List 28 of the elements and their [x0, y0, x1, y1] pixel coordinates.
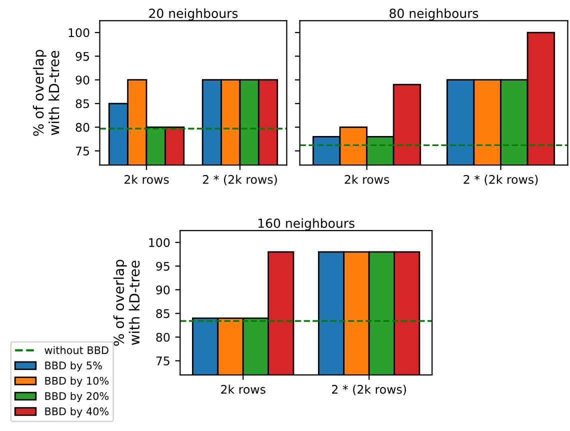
- y-tick-label: 85: [76, 99, 89, 108]
- y-tick-label: 100: [149, 238, 170, 248]
- x-tick-label: 2 * (2k rows): [202, 174, 277, 186]
- y-tick-label: 100: [68, 28, 90, 38]
- x-tick-label: 2 * (2k rows): [464, 174, 538, 186]
- legend-label: BBD by 5%: [45, 361, 102, 372]
- x-tick-label: 2k rows: [344, 174, 390, 184]
- y-tick-label: 95: [76, 52, 89, 61]
- y-tick-label: 75: [76, 146, 89, 156]
- x-tick-label: 2k rows: [221, 384, 266, 394]
- legend-label: BBD by 10%: [45, 376, 109, 387]
- y-axis-title: % of overlap with kD-tree: [32, 50, 60, 136]
- x-tick-label: 2k rows: [124, 174, 169, 184]
- legend-label: BBD by 40%: [45, 407, 109, 418]
- y-axis-title: % of overlap with kD-tree: [113, 260, 140, 346]
- chart-title: 160 neighbours: [258, 218, 354, 230]
- y-tick-label: 80: [156, 332, 170, 342]
- x-tick-label: 2 * (2k rows): [332, 384, 406, 396]
- y-tick-label: 95: [156, 262, 170, 271]
- legend-label: without BBD: [44, 346, 108, 354]
- y-tick-label: 90: [76, 76, 90, 85]
- legend-label: BBD by 20%: [45, 392, 109, 402]
- y-tick-label: 90: [156, 285, 170, 294]
- chart-title: 80 neighbours: [390, 8, 478, 21]
- y-tick-label: 85: [156, 309, 170, 318]
- chart-title: 20 neighbours: [149, 8, 238, 21]
- y-tick-label: 75: [156, 356, 170, 366]
- y-tick-label: 80: [76, 122, 90, 132]
